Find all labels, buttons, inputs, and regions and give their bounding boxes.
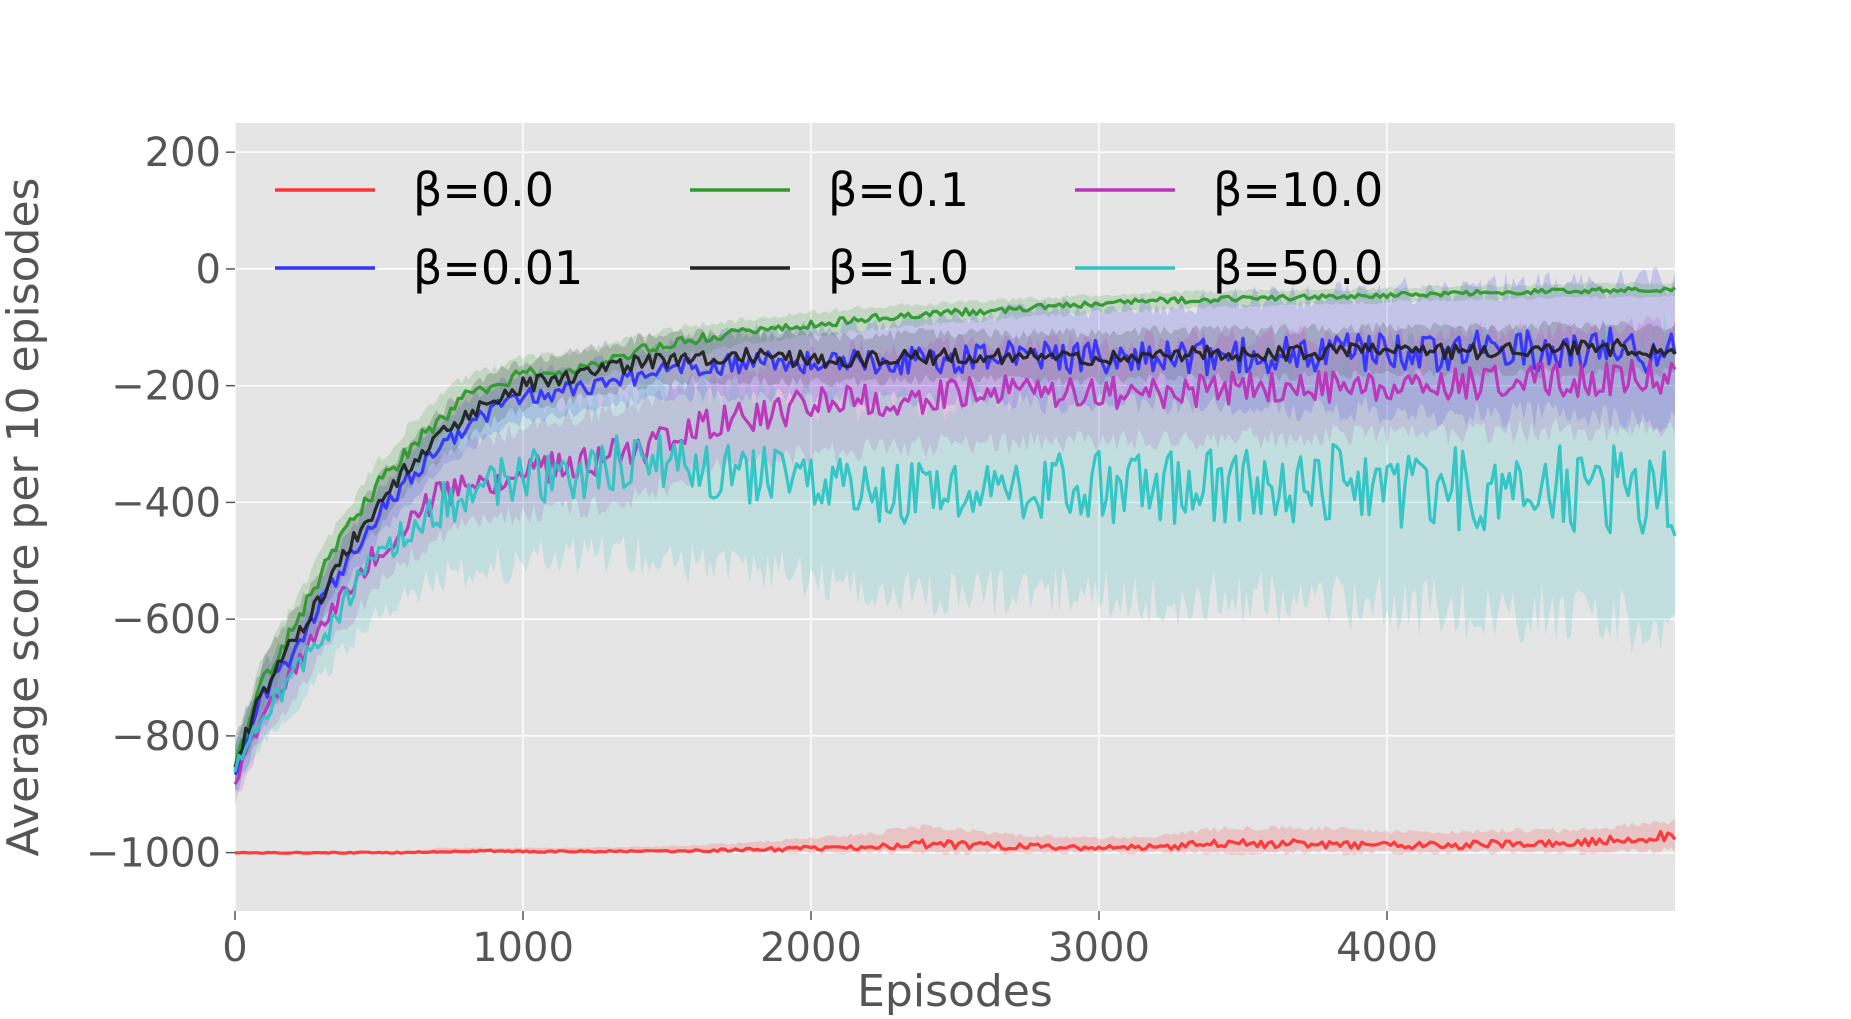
series-line-4 [233,338,1677,768]
x-tick-label: 4000 [1336,925,1438,971]
legend-label-2: β=0.01 [413,241,583,295]
y-tick-label: −800 [111,714,221,760]
series-lines [233,286,1677,855]
legend-label-4: β=1.0 [828,241,969,295]
y-axis-ticks: 200 0 −200 −400 −600 −800 −1000 [86,130,235,877]
x-axis-label: Episodes [857,966,1053,1017]
y-tick-label: −400 [111,480,221,526]
series-line-1 [235,830,1677,855]
y-tick-label: 200 [145,130,221,176]
legend: β=0.0 β=0.01 β=0.1 β=1.0 β=10.0 β=50.0 [275,163,1383,295]
series-line-3 [233,286,1677,768]
legend-label-1: β=0.0 [413,163,554,217]
legend-label-3: β=0.1 [828,163,969,217]
y-tick-label: −200 [111,364,221,410]
band-6 [235,310,1675,793]
legend-label-5: β=10.0 [1213,163,1383,217]
series-line-5 [233,358,1677,785]
legend-label-6: β=50.0 [1213,241,1383,295]
x-axis-ticks: 0 1000 2000 3000 4000 [222,911,1438,971]
y-tick-label: −600 [111,597,221,643]
series-line-6 [233,433,1677,773]
x-tick-label: 1000 [472,925,574,971]
y-axis-label: Average score per 10 episodes [0,178,49,857]
band-5 [235,316,1675,807]
y-tick-label: −1000 [86,831,221,877]
y-tick-label: 0 [196,247,221,293]
x-tick-label: 2000 [760,925,862,971]
x-tick-label: 0 [222,925,247,971]
x-tick-label: 3000 [1048,925,1150,971]
